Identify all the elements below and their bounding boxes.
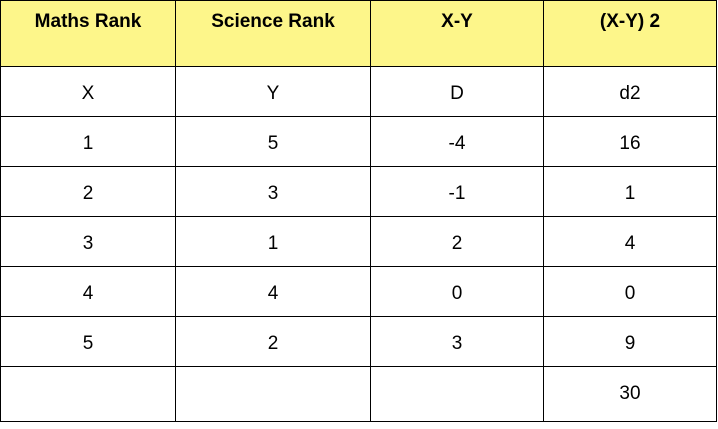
cell-difference [370,366,544,422]
cell-science-rank: 3 [175,166,371,217]
cell-difference: 0 [370,266,544,317]
header-difference-squared: (X-Y) 2 [543,0,717,67]
header-row: Maths Rank Science Rank X-Y (X-Y) 2 [0,0,717,67]
cell-difference-squared: 1 [543,166,717,217]
cell-science-rank: 4 [175,266,371,317]
table-row: 5 2 3 9 [0,316,717,367]
cell-science-rank: 1 [175,216,371,267]
table-row: 1 5 -4 16 [0,116,717,167]
table-row: X Y D d2 [0,66,717,117]
cell-maths-rank: 4 [0,266,176,317]
cell-difference-squared: 16 [543,116,717,167]
cell-maths-rank: 5 [0,316,176,367]
cell-difference: 2 [370,216,544,267]
cell-science-rank [175,366,371,422]
header-difference: X-Y [370,0,544,67]
table-row: 4 4 0 0 [0,266,717,317]
cell-difference-squared: d2 [543,66,717,117]
cell-science-rank: Y [175,66,371,117]
table-row: 2 3 -1 1 [0,166,717,217]
cell-sum-difference-squared: 30 [543,366,717,422]
cell-maths-rank [0,366,176,422]
cell-difference: 3 [370,316,544,367]
cell-science-rank: 2 [175,316,371,367]
cell-difference: D [370,66,544,117]
cell-maths-rank: 2 [0,166,176,217]
header-science-rank: Science Rank [175,0,371,67]
table-row: 3 1 2 4 [0,216,717,267]
cell-maths-rank: X [0,66,176,117]
cell-maths-rank: 1 [0,116,176,167]
cell-difference: -1 [370,166,544,217]
cell-difference-squared: 0 [543,266,717,317]
cell-science-rank: 5 [175,116,371,167]
cell-difference: -4 [370,116,544,167]
cell-maths-rank: 3 [0,216,176,267]
cell-difference-squared: 9 [543,316,717,367]
cell-difference-squared: 4 [543,216,717,267]
total-row: 30 [0,366,717,422]
header-maths-rank: Maths Rank [0,0,176,67]
